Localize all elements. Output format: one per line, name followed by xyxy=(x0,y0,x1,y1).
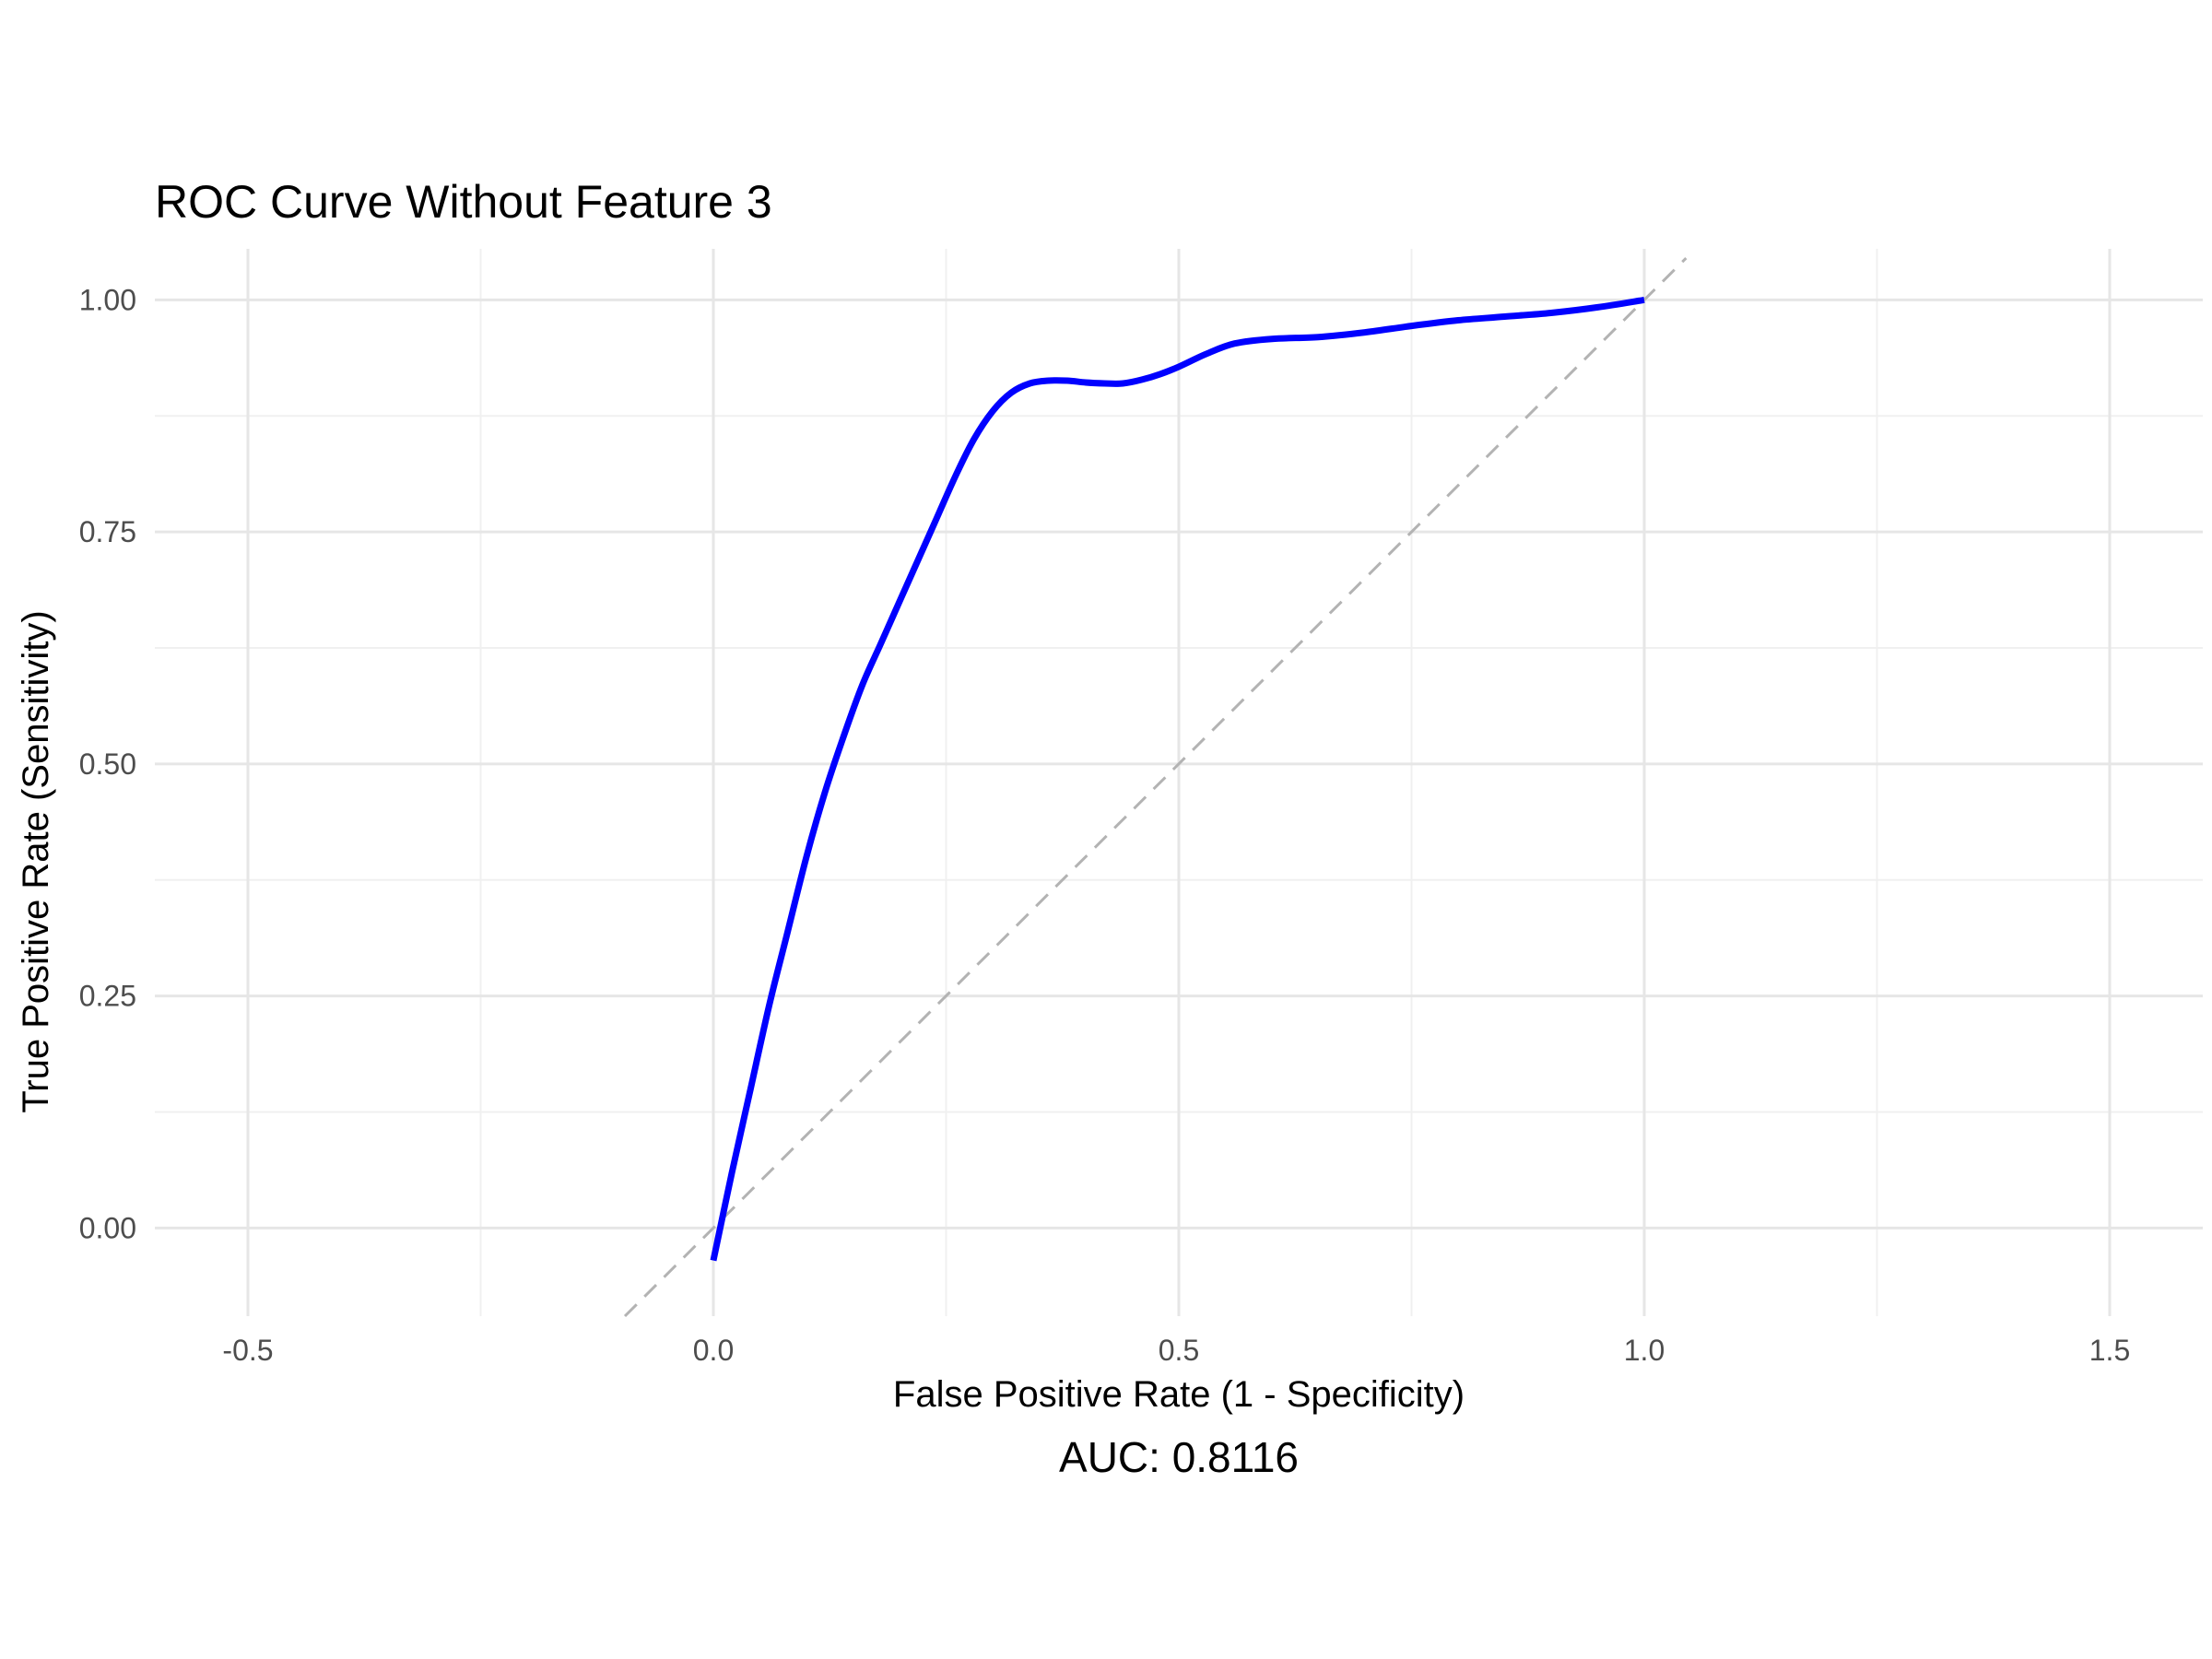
y-tick-label: 0.25 xyxy=(79,980,136,1013)
roc-curve-line xyxy=(710,296,1645,1262)
x-tick-label: -0.5 xyxy=(222,1334,273,1367)
x-tick-label: 1.5 xyxy=(2089,1334,2130,1367)
chart-title: ROC Curve Without Feature 3 xyxy=(155,176,772,228)
y-tick-label: 0.50 xyxy=(79,747,136,781)
x-tick-label: 0.5 xyxy=(1159,1334,1199,1367)
diagonal-reference-line xyxy=(623,257,1688,1318)
x-axis-title: False Positive Rate (1 - Specificity) xyxy=(893,1374,1465,1415)
y-tick-label: 0.00 xyxy=(79,1211,136,1244)
x-tick-label: 0.0 xyxy=(693,1334,734,1367)
series-layer xyxy=(623,257,1688,1318)
y-tick-label: 0.75 xyxy=(79,515,136,548)
y-axis-title: True Positive Rate (Sensitivity) xyxy=(16,610,56,1112)
tick-labels: -0.5 0.0 0.5 1.0 1.5 0.00 0.25 0.50 0.75 1.00 xyxy=(79,283,2131,1367)
x-tick-label: 1.0 xyxy=(1624,1334,1665,1367)
y-tick-label: 1.00 xyxy=(79,283,136,316)
grid xyxy=(155,249,2203,1316)
auc-caption: AUC: 0.8116 xyxy=(1059,1433,1299,1481)
